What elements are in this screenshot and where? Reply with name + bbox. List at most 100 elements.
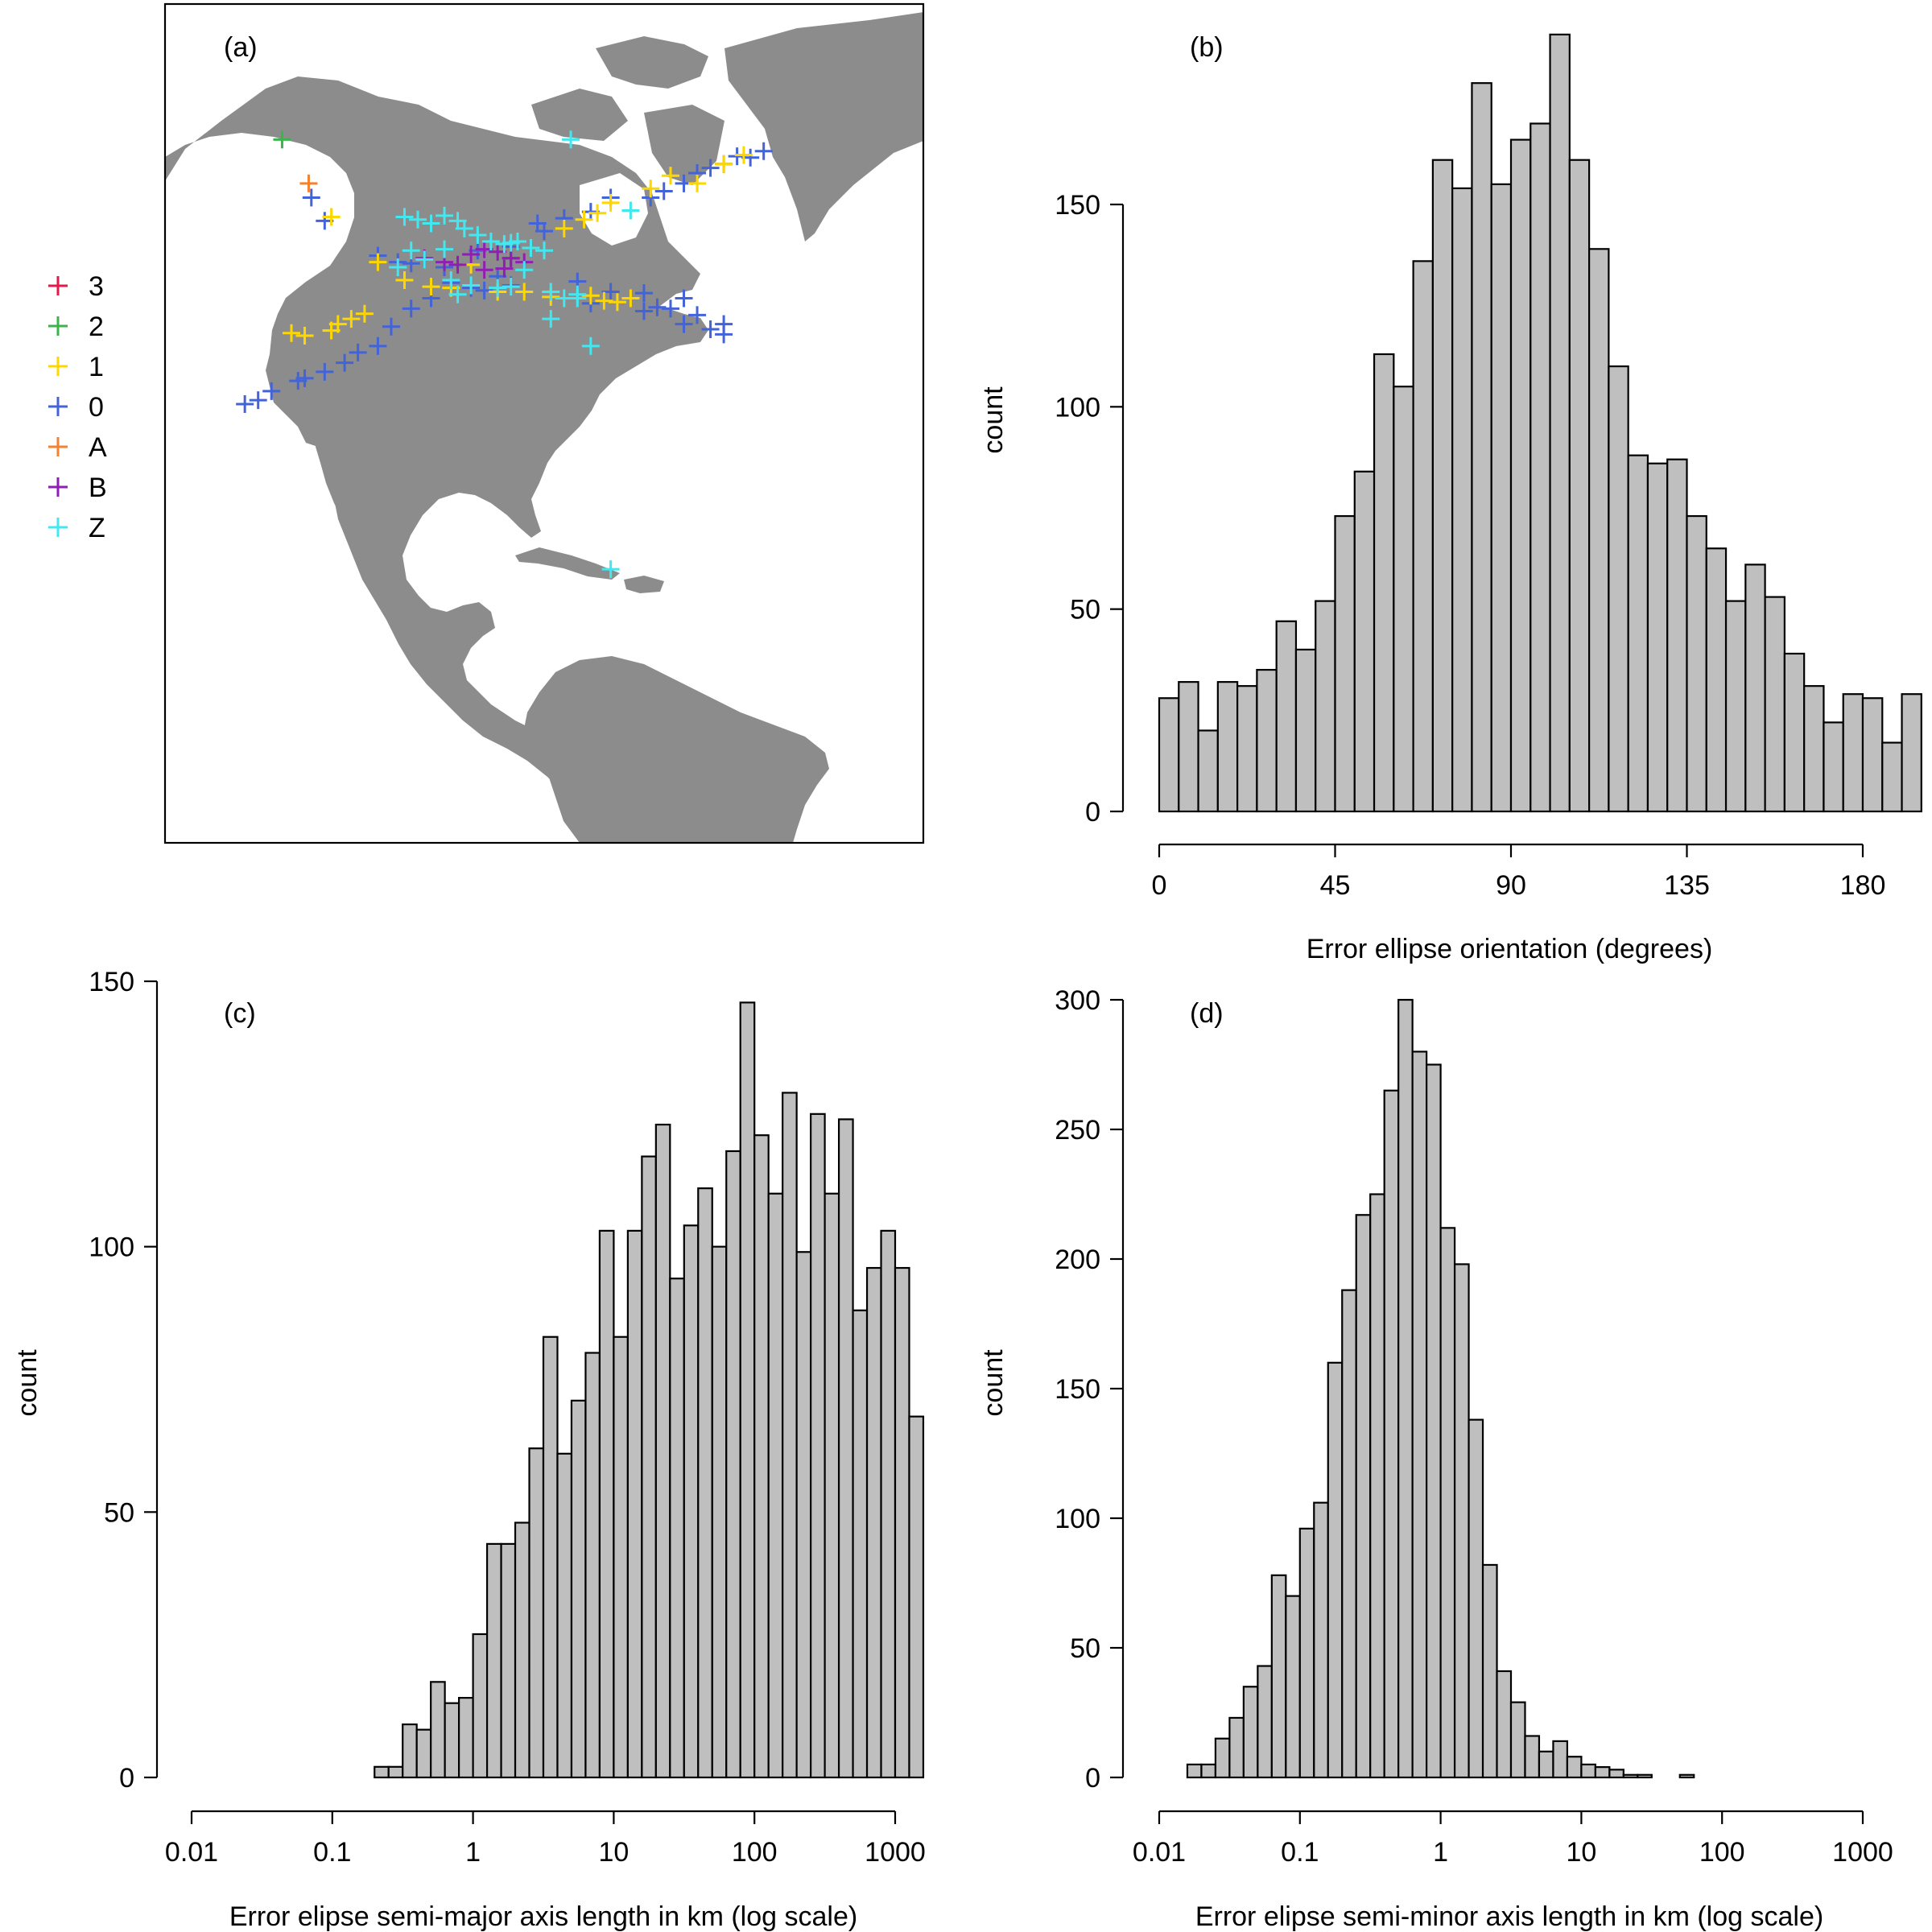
x-tick-label: 1 [465, 1837, 481, 1868]
histogram-bar [1842, 693, 1864, 813]
x-tick-label: 0.1 [313, 1837, 351, 1868]
histogram-bar [1334, 514, 1356, 813]
histogram-bar [1453, 1263, 1470, 1779]
histogram-bar [1315, 600, 1336, 813]
marker-1 [608, 293, 626, 312]
histogram-bar [514, 1521, 530, 1779]
panel-a: (a) 3 2 1 0 ABZ [48, 2, 925, 844]
histogram-bar [739, 1001, 756, 1779]
histogram-c-bars [374, 1001, 925, 1779]
histogram-bar [1646, 462, 1669, 813]
histogram-bar [500, 1542, 517, 1779]
x-tick-label: 0 [1152, 870, 1167, 901]
legend-label: Z [89, 513, 105, 543]
xlabel-c: Error elipse semi-major axis length in k… [229, 1901, 857, 1932]
histogram-bar [1496, 1670, 1513, 1779]
histogram-bar [1724, 600, 1747, 813]
histogram-bar [1468, 1418, 1484, 1779]
map-frame [163, 2, 925, 844]
histogram-bar [374, 1765, 390, 1779]
histogram-bar [1294, 648, 1317, 813]
histogram-bar [1285, 1595, 1301, 1779]
histogram-bar [1666, 458, 1688, 813]
marker-Z [455, 219, 473, 237]
histogram-bar [1341, 1289, 1357, 1779]
legend-item-B: B [48, 473, 107, 503]
marker-0 [302, 188, 320, 207]
histogram-bar [1298, 1527, 1315, 1779]
marker-Z [568, 289, 587, 308]
histogram-bar [1411, 1051, 1428, 1779]
histogram-bar [1200, 1763, 1217, 1779]
marker-1 [601, 193, 620, 212]
marker-0 [249, 391, 267, 410]
histogram-bar [880, 1229, 897, 1779]
south-america-shape [523, 656, 829, 843]
marker-0 [675, 315, 693, 333]
legend-item-Z: Z [48, 513, 105, 543]
histogram-bar [1524, 1735, 1541, 1779]
marker-Z [409, 210, 427, 229]
histogram-bar [725, 1150, 741, 1779]
marker-Z [601, 560, 620, 579]
y-tick-label: 150 [1055, 190, 1100, 221]
marker-Z [489, 279, 507, 297]
histogram-bar [1549, 33, 1571, 813]
marker-0 [535, 222, 553, 241]
north-america-shape [165, 76, 708, 793]
marker-Z [469, 225, 487, 244]
histogram-bar [683, 1224, 700, 1779]
ylabel-d: count [978, 1349, 1009, 1417]
histogram-bar [1355, 1214, 1372, 1779]
marker-Z [542, 283, 560, 301]
marker-Z [415, 250, 434, 269]
y-tick-label: 250 [1055, 1115, 1100, 1146]
marker-0 [382, 317, 400, 336]
marker-Z [621, 201, 640, 220]
histogram-bar [1686, 514, 1707, 813]
x-tick-label: 100 [1699, 1837, 1745, 1868]
histogram-bar [1481, 1563, 1498, 1779]
histogram-b-bars [1158, 33, 1922, 813]
marker-Z [442, 271, 460, 290]
marker-2 [273, 130, 291, 149]
histogram-bar [1901, 693, 1922, 813]
panel-label-b: (b) [1190, 32, 1224, 63]
marker-1 [662, 167, 679, 185]
histogram-bar [444, 1702, 460, 1779]
marker-B [495, 259, 514, 278]
x-tick-label: 10 [1566, 1837, 1596, 1868]
histogram-bar [613, 1335, 629, 1779]
histogram-bar [1471, 82, 1492, 813]
panel-label-a: (a) [224, 32, 258, 63]
x-tick-label: 135 [1664, 870, 1710, 901]
x-tick-label: 10 [598, 1837, 629, 1868]
histogram-bar [1566, 1756, 1583, 1779]
histogram-bar [1431, 159, 1454, 813]
marker-0 [634, 302, 653, 320]
histogram-bar [1637, 1773, 1653, 1779]
marker-1 [588, 204, 607, 222]
histogram-bar [1594, 1766, 1611, 1779]
histogram-bar [782, 1092, 798, 1779]
marker-Z [502, 233, 520, 252]
marker-Z [502, 278, 520, 296]
marker-0 [262, 382, 281, 400]
histogram-bar [697, 1187, 713, 1779]
marker-1 [581, 287, 600, 305]
histogram-bar [824, 1192, 840, 1779]
panel-label-d: (d) [1190, 998, 1224, 1029]
marker-Z [436, 240, 454, 258]
histogram-bar [865, 1266, 882, 1779]
marker-1 [555, 219, 573, 237]
marker-0 [349, 343, 367, 361]
marker-1 [575, 210, 593, 229]
histogram-bar [598, 1229, 615, 1779]
marker-1 [322, 208, 341, 226]
histogram-bar [528, 1447, 545, 1779]
y-tick-label: 100 [1055, 392, 1100, 423]
marker-1 [715, 155, 733, 173]
marker-1 [621, 289, 640, 308]
